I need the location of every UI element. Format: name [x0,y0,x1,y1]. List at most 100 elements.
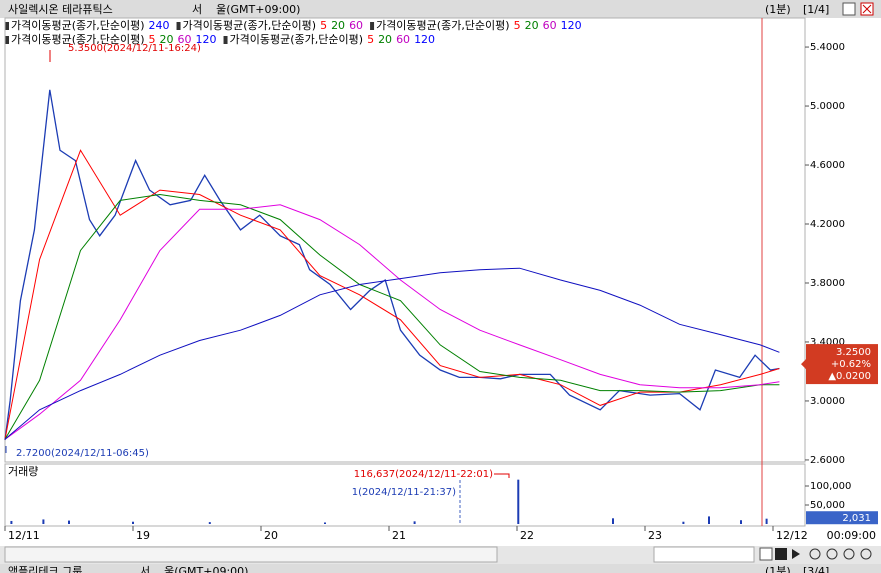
volume-bar [208,522,211,524]
price-plot-frame [4,17,806,463]
legend-param: 120 [414,33,435,46]
volume-max-annotation: 116,637(2024/12/11-22:01) [354,469,493,480]
last-price: 3.2500 [836,347,871,358]
y-tick-label: 100,000 [810,481,851,492]
series-line [4,193,780,440]
last-volume: 2,031 [842,513,871,524]
legend-label: 가격이동평균(종가,단순이평) [11,19,145,32]
legend-param: 5 [149,33,156,46]
series-line [4,89,780,441]
play-button[interactable] [792,549,800,559]
x-tick-label: 12/11 [8,529,40,542]
legend-param: 20 [525,19,539,32]
legend-param: 5 [367,33,374,46]
legend-param: 5 [320,19,327,32]
clock: 00:09:00 [827,529,876,542]
x-tick-label: 12/12 [776,529,808,542]
y-tick-label: 2.6000 [810,455,845,466]
legend-icon [5,22,9,30]
x-tick-label: 21 [392,529,406,542]
y-tick-label: 4.2000 [810,219,845,230]
last-volume-box [806,511,878,525]
volume-bar [413,521,416,524]
high-annotation: 5.3500(2024/12/11-16:24) [68,43,201,54]
volume-bar [765,518,768,524]
x-tick-label: 23 [648,529,662,542]
last-price-pointer [801,359,806,370]
volume-bar [10,520,13,524]
legend-icon [223,36,228,44]
series-line [4,267,780,440]
legend-param: 120 [561,19,582,32]
y-tick-label: 50,000 [810,500,845,511]
legend-param: 60 [349,19,363,32]
y-tick-label: 5.0000 [810,101,845,112]
y-tick-label: 5.4000 [810,42,845,53]
legend-param: 20 [160,33,174,46]
legend-param: 240 [149,19,170,32]
zoom-in-button[interactable] [809,548,821,560]
legend-label: 가격이동평균(종가,단순이평) [376,19,510,32]
volume-min-annotation: 1(2024/12/11-21:37) [352,487,456,498]
window-page: [1/4] [803,3,829,16]
x-tick-label: 19 [136,529,150,542]
legend-label: 가격이동평균(종가,단순이평) [11,33,145,46]
volume-bar [612,518,614,524]
volume-bar [517,479,520,524]
zoom-slider[interactable] [653,546,755,563]
zoom-out-button[interactable] [826,548,838,560]
next-window-market: 서 울(GMT+09:00) [140,565,248,573]
next-window-period: (1분) [765,565,791,573]
low-annotation: 2.7200(2024/12/11-06:45) [16,448,149,459]
legend-param: 20 [378,33,392,46]
window-period: (1분) [765,3,791,16]
legend-param: 60 [543,19,557,32]
y-tick-label: 4.6000 [810,160,845,171]
legend-icon [176,22,181,30]
legend-param: 5 [514,19,521,32]
y-tick-label: 3.8000 [810,278,845,289]
volume-bar [708,516,710,524]
x-tick-label: 22 [520,529,534,542]
next-window-title: 액플리테크 그룹 [8,565,82,573]
restore-button[interactable] [842,2,856,16]
legend-label: 가격이동평균(종가,단순이평) [230,33,364,46]
zoom-fit-button[interactable] [860,548,872,560]
x-tick-label: 20 [264,529,278,542]
series-line [4,204,780,440]
legend-param: 60 [178,33,192,46]
window-title: 사일렉시온 테라퓨틱스 [8,2,113,16]
next-window-page: [3/4] [803,565,829,573]
last-change: ▲0.0200 [828,371,871,382]
scrollbar[interactable] [4,546,498,563]
window-market: 서 울(GMT+09:00) [192,3,300,16]
volume-bar [132,521,134,524]
volume-bar [324,522,326,524]
legend-param: 60 [396,33,410,46]
volume-plot-frame [4,463,806,527]
legend-label: 가격이동평균(종가,단순이평) [183,19,317,32]
legend: 가격이동평균(종가,단순이평) 240 가격이동평균(종가,단순이평) 5 20 60 가격… [5,19,582,46]
y-tick-label: 3.4000 [810,337,845,348]
volume-bar [68,520,70,524]
next-title-bar [0,564,881,573]
volume-bar [682,521,685,524]
last-change-pct: +0.62% [831,359,871,370]
volume-max-arrow [494,473,510,478]
legend-icon [370,22,375,30]
legend-param: 120 [196,33,217,46]
volume-title: 거래량 [8,465,38,478]
last-price-box [806,344,878,385]
zoom-reset-button[interactable] [843,548,855,560]
close-icon [862,4,872,14]
y-tick-label: 3.0000 [810,396,845,407]
stop-button[interactable] [775,548,787,560]
volume-bar [42,519,45,524]
title-bar [0,0,881,18]
legend-param: 20 [331,19,345,32]
volume-bar [740,520,742,524]
legend-icon [5,36,9,44]
prev-button[interactable] [759,547,773,561]
